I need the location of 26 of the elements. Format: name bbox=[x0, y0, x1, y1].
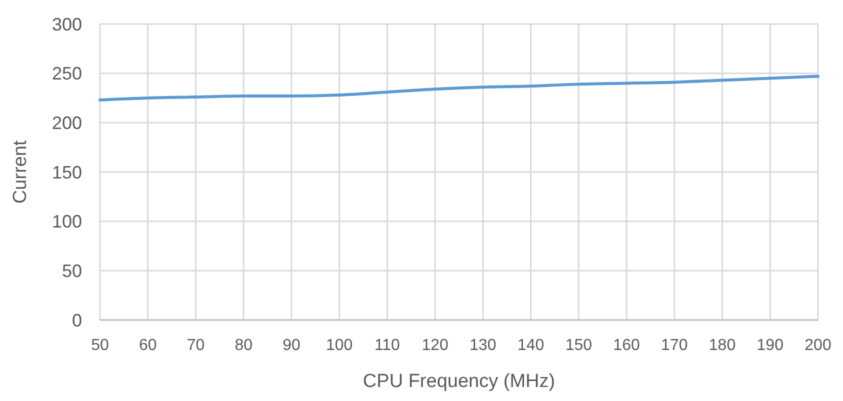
x-tick-label: 170 bbox=[661, 337, 688, 354]
x-tick-label: 80 bbox=[234, 337, 253, 354]
x-axis-title: CPU Frequency (MHz) bbox=[362, 371, 556, 392]
y-tick-label: 150 bbox=[52, 162, 82, 182]
y-tick-label: 100 bbox=[52, 212, 82, 232]
x-tick-label: 150 bbox=[565, 337, 592, 354]
x-tick-label: 50 bbox=[91, 337, 109, 354]
x-tick-label: 110 bbox=[374, 337, 400, 354]
x-tick-label: 180 bbox=[708, 337, 736, 354]
y-tick-label: 300 bbox=[52, 14, 82, 34]
x-tick-label: 130 bbox=[470, 337, 496, 354]
x-tick-label: 100 bbox=[326, 337, 353, 354]
y-tick-label: 0 bbox=[72, 310, 82, 330]
x-tick-label: 200 bbox=[804, 337, 832, 354]
x-tick-label: 160 bbox=[613, 337, 640, 354]
line-series bbox=[98, 74, 820, 102]
y-tick-label: 250 bbox=[52, 64, 82, 84]
x-tick-label: 190 bbox=[756, 337, 784, 354]
x-tick-label: 120 bbox=[422, 337, 449, 354]
y-tick-label: 50 bbox=[62, 260, 82, 281]
y-tick-label: 200 bbox=[52, 112, 82, 133]
x-tick-label: 60 bbox=[138, 337, 157, 354]
x-tick-label: 70 bbox=[186, 337, 205, 354]
y-axis-title: Current bbox=[10, 140, 31, 204]
x-tick-label: 90 bbox=[282, 337, 300, 354]
x-tick-label: 140 bbox=[517, 337, 544, 354]
